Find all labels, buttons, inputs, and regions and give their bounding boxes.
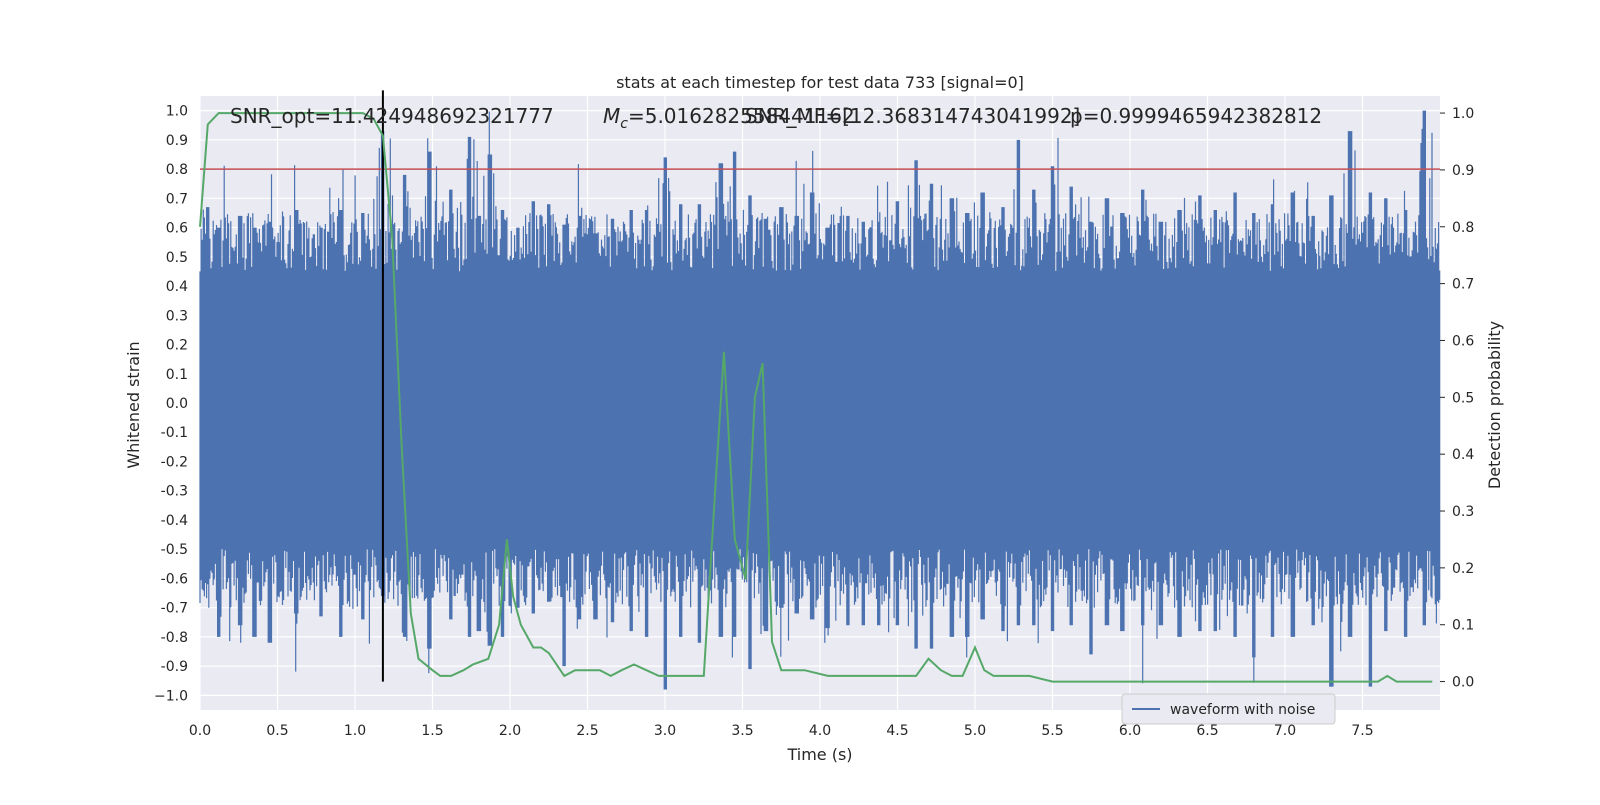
x-tick-label: 5.0 [964, 723, 986, 739]
y-tick-labels: 1.0 0.9 0.8 0.7 0.6 0.5 0.4 0.3 0.2 0.1 0.0 -0.1 -0.… [154, 104, 188, 705]
x-tick-label: 6.0 [1119, 723, 1141, 739]
probability-series [199, 112, 1433, 683]
y2-tick-label: 0.8 [1452, 220, 1474, 236]
y-tick-label: -0.3 [161, 484, 188, 500]
y-tick-label: 0.2 [166, 338, 188, 354]
y2-tick-label: 0.9 [1452, 163, 1474, 179]
y-tick-label: 1.0 [166, 104, 188, 120]
annotation-snr-mf: SNR_MF=[12.368314743041992] [745, 104, 1080, 128]
legend-entry: waveform with noise [1170, 702, 1315, 718]
x-tick-label: 1.5 [421, 723, 443, 739]
chart-title: stats at each timestep for test data 733… [616, 73, 1024, 92]
y-tick-label: -0.2 [161, 454, 188, 470]
y-tick-label: 0.1 [166, 367, 188, 383]
annotation-chirp-mass: Mc=5.016282558441162 [603, 104, 855, 132]
y2-tick-label: 1.0 [1452, 106, 1474, 122]
y2-tick-label: 0.6 [1452, 333, 1474, 349]
y-axis-label: Whitened strain [124, 341, 143, 468]
y-tick-label: -0.8 [161, 630, 188, 646]
x-tick-label: 0.0 [189, 723, 211, 739]
strain-series [199, 110, 1441, 690]
y-tick-label: -0.4 [161, 513, 188, 529]
y2-tick-label: 0.1 [1452, 618, 1474, 634]
y-tick-label: -0.6 [161, 571, 188, 587]
legend: waveform with noise [1121, 693, 1336, 725]
y2-axis-label: Detection probability [1485, 321, 1504, 489]
reference-lines [200, 90, 1440, 682]
x-tick-label: 3.0 [654, 723, 676, 739]
annotation-snr-opt: SNR_opt=11.424948692321777 [230, 104, 554, 128]
y-tick-label: 0.5 [166, 250, 188, 266]
x-tick-label: 2.0 [499, 723, 521, 739]
x-tick-label: 6.5 [1196, 723, 1218, 739]
y2-tick-label: 0.0 [1452, 675, 1474, 691]
x-tick-label: 7.5 [1351, 723, 1373, 739]
x-axis-label: Time (s) [786, 745, 852, 764]
x-tick-label: 1.0 [344, 723, 366, 739]
y-tick-label: -0.7 [161, 601, 188, 617]
x-tick-label: 2.5 [576, 723, 598, 739]
probability-line [199, 112, 1433, 683]
legend-box [1121, 693, 1336, 725]
x-tick-label: 4.0 [809, 723, 831, 739]
y-tick-label: -0.1 [161, 425, 188, 441]
x-tick-label: 0.5 [266, 723, 288, 739]
y2-tick-label: 0.2 [1452, 561, 1474, 577]
y-tick-label: 0.8 [166, 162, 188, 178]
y2-tick-label: 0.4 [1452, 447, 1474, 463]
y-tick-label: 0.3 [166, 308, 188, 324]
y-tick-label: -0.5 [161, 542, 188, 558]
y2-tick-label: 0.3 [1452, 504, 1474, 520]
y-tick-label: 0.4 [166, 279, 188, 295]
y-tick-label: −1.0 [154, 688, 188, 704]
y2-tick-label: 0.5 [1452, 390, 1474, 406]
y-tick-label: -0.9 [161, 659, 188, 675]
x-tick-label: 3.5 [731, 723, 753, 739]
y2-tick-labels: 1.0 0.9 0.8 0.7 0.6 0.5 0.4 0.3 0.2 0.1 0.0 [1440, 106, 1474, 691]
y-tick-label: 0.9 [166, 133, 188, 149]
strain-trace [199, 110, 1441, 690]
y-tick-label: 0.7 [166, 191, 188, 207]
y-tick-label: 0.0 [166, 396, 188, 412]
x-tick-label: 5.5 [1041, 723, 1063, 739]
x-tick-label: 7.0 [1274, 723, 1296, 739]
x-tick-labels: 0.0 0.5 1.0 1.5 2.0 2.5 3.0 3.5 4.0 4.5 5.0 5.5 6.0 6… [189, 723, 1374, 739]
x-tick-label: 4.5 [886, 723, 908, 739]
y-tick-label: 0.6 [166, 221, 188, 237]
y2-tick-label: 0.7 [1452, 277, 1474, 293]
annotation-probability: p=0.9999465942382812 [1070, 104, 1322, 128]
